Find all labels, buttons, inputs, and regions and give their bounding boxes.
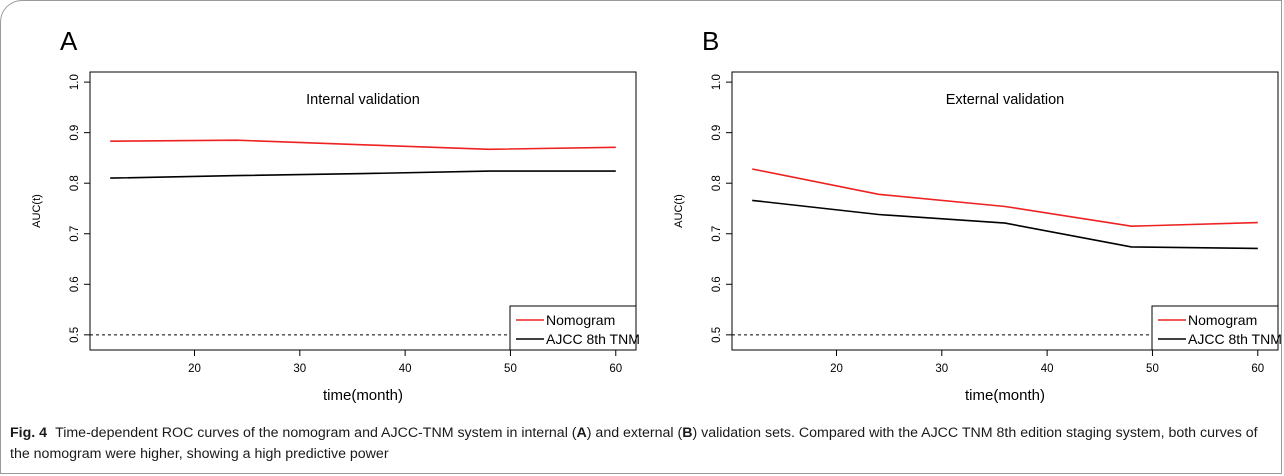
legend-label: AJCC 8th TNM [546, 331, 640, 347]
y-tick-label: 0.8 [69, 175, 81, 191]
y-tick-label: 0.9 [711, 125, 723, 141]
x-tick-label: 30 [293, 363, 306, 375]
caption-text-3: ) validation sets. Compared with the AJC… [10, 425, 1258, 462]
plot-frame [731, 71, 1279, 351]
series-line-nomogram [752, 168, 1258, 228]
caption-text-1: Time-dependent ROC curves of the nomogra… [55, 425, 577, 441]
x-tick-label: 60 [609, 363, 622, 375]
y-tick-label: 0.5 [711, 327, 723, 343]
series-line-ajcc [752, 199, 1258, 250]
x-tick-label: 40 [1041, 363, 1054, 375]
plot-frame [89, 71, 637, 351]
legend-box [1151, 305, 1279, 351]
x-axis-title: time(month) [323, 387, 403, 404]
caption-ref-a: A [576, 425, 587, 441]
x-tick-label: 60 [1251, 363, 1264, 375]
chart-panel-b: B 20 30 40 50 60 0.5 0.6 0.7 0.8 0.9 1.0 time(month)… [673, 26, 1282, 404]
caption-ref-b: B [682, 425, 693, 441]
figure-caption: Fig. 4 Time-dependent ROC curves of the n… [10, 423, 1270, 465]
chart-panel-a: A 20 30 40 50 60 0.5 0.6 0.7 0.8 0.9 1.0 time(month)… [31, 26, 640, 404]
legend-label: Nomogram [1188, 312, 1257, 328]
y-tick-label: 1.0 [711, 74, 723, 90]
panel-title: External validation [946, 92, 1065, 108]
x-tick-label: 50 [504, 363, 517, 375]
y-tick-label: 0.5 [69, 327, 81, 343]
y-tick-label: 0.7 [69, 226, 81, 242]
y-tick-label: 0.6 [69, 276, 81, 292]
legend-label: AJCC 8th TNM [1188, 331, 1282, 347]
legend-box [509, 305, 637, 351]
legend-label: Nomogram [546, 312, 615, 328]
y-axis-title: AUC(t) [673, 194, 685, 228]
series-line-nomogram [110, 139, 616, 151]
caption-label: Fig. 4 [10, 425, 48, 441]
panel-label: B [702, 26, 719, 56]
x-tick-label: 40 [399, 363, 412, 375]
x-tick-label: 50 [1146, 363, 1159, 375]
series-line-ajcc [110, 170, 616, 179]
panel-label: A [60, 26, 78, 56]
y-tick-label: 0.6 [711, 276, 723, 292]
y-tick-label: 0.9 [69, 125, 81, 141]
caption-text-2: ) and external ( [586, 425, 683, 441]
x-tick-label: 20 [830, 363, 843, 375]
y-tick-label: 0.8 [711, 175, 723, 191]
x-tick-label: 20 [188, 363, 201, 375]
y-tick-label: 0.7 [711, 226, 723, 242]
panel-title: Internal validation [306, 92, 420, 108]
x-tick-label: 30 [935, 363, 948, 375]
y-axis-title: AUC(t) [31, 194, 43, 228]
x-axis-title: time(month) [965, 387, 1045, 404]
y-tick-label: 1.0 [69, 74, 81, 90]
